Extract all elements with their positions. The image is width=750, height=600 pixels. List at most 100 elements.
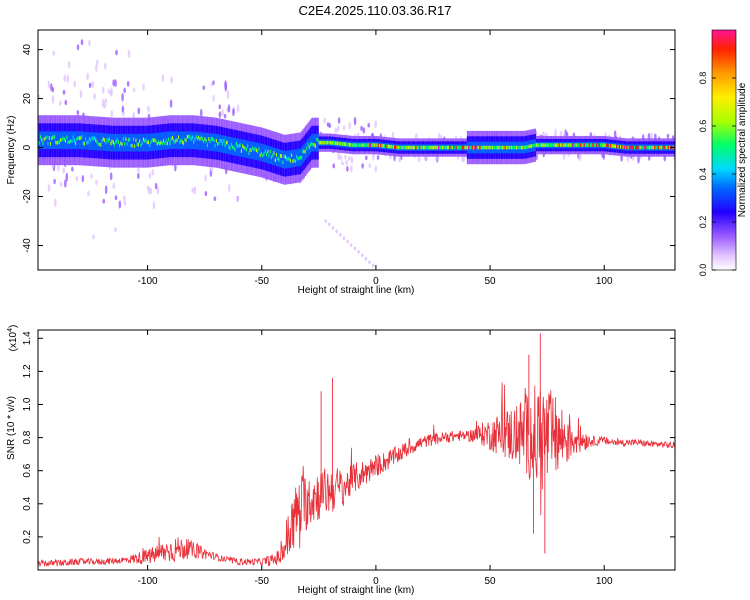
spectrogram-speckle [218,104,222,110]
snr-content [38,333,675,567]
spectrogram-core [75,141,77,146]
spectrogram-streak [328,222,331,227]
spectrogram-core [62,136,64,140]
spectrogram-core [219,138,221,143]
spectrogram-core [105,140,107,145]
spectrogram-core [515,145,518,150]
spectrogram-streak [339,232,342,237]
spectrogram-core [357,143,359,147]
spectrogram-band [313,133,315,152]
spectrogram-core [215,138,218,143]
spectrogram-core [205,138,207,143]
snr-y-tick-label: 0.2 [22,530,33,544]
snr-y-tick-label: 1.0 [22,397,33,411]
spectrogram-speckle [58,100,62,106]
spectrogram-speckle [336,125,340,132]
spectrogram-core [645,145,647,150]
spectrogram-band [254,142,256,160]
spectrogram-core [361,143,363,147]
spectrogram-core [471,145,474,150]
spectrogram-core [68,140,71,144]
spectrogram-core [608,143,611,148]
spectrogram-x-axis-label: Height of straight line (km) [298,285,415,296]
spectrogram-speckle [38,94,41,100]
spectrogram-band [108,133,111,152]
spectrogram-speckle [647,132,651,141]
colorbar-ticks: 0.0 0.2 0.4 0.6 0.8 [698,72,736,276]
spectrogram-band [214,133,216,152]
spectrogram-core [646,145,648,150]
spectrogram-band [130,133,132,152]
spectrogram-core [637,145,639,150]
spectrogram-core [509,145,511,150]
spectrogram-core [430,145,432,150]
spectrogram-band [213,133,215,152]
spectrogram-core [662,145,665,150]
spectrogram-core [661,145,663,150]
spectrogram-band [62,131,64,150]
spectrogram-core [348,142,351,147]
spectrogram-core [583,143,585,147]
spectrogram-core [39,135,42,139]
spectrogram-core [664,145,666,150]
spectrogram-core [317,138,319,142]
spectrogram-band [156,132,158,151]
spectrogram-core [161,141,164,146]
spectrogram-core [549,143,552,147]
colorbar-tick-label: 0.8 [698,72,708,85]
spectrogram-core [239,143,241,147]
spectrogram-core [58,140,61,145]
spectrogram-core [119,143,121,148]
spectrogram-band [66,131,68,150]
spectrogram-core [587,143,589,147]
spectrogram-core [331,141,333,145]
spectrogram-core [103,138,106,142]
spectrogram-speckle [86,72,89,81]
spectrogram-speckle [204,191,208,197]
spectrogram-band [293,149,295,168]
spectrogram-band [258,143,260,161]
spectrogram-core [545,143,548,147]
spectrogram-panel: -100 -50 0 50 100 -40 -20 0 20 40 Height of stra… [6,29,676,296]
spectrogram-core [603,143,606,147]
spectrogram-core [159,141,161,146]
spectrogram-core [566,143,568,147]
spectrogram-band [186,131,189,150]
spectrogram-band [91,132,93,150]
spectrogram-core [469,145,471,150]
spectrogram-core [620,145,622,149]
spectrogram-core [607,143,609,148]
spectrogram-band [72,131,74,150]
spectrogram-core [617,144,619,149]
spectrogram-band [262,143,264,162]
spectrogram-speckle [114,195,118,201]
spectrogram-speckle [103,62,107,70]
spectrogram-core [298,156,300,160]
spectrogram-core [499,145,501,150]
spectrogram-core [656,145,658,150]
spectrogram-core [635,145,637,150]
spectrogram-speckle [666,133,670,139]
spectrogram-core [70,139,72,144]
spectrogram-band [137,133,140,152]
spectrogram-speckle [52,50,56,56]
spectrogram-core [666,145,668,150]
spectrogram-core [238,144,240,148]
spectrogram-core [173,138,175,143]
spectrogram-core [422,145,425,150]
spectrogram-core [404,145,406,150]
spectrogram-core [519,145,521,150]
spectrogram-core [291,153,293,158]
spectrogram-streak [342,236,346,240]
spectrogram-core [478,145,480,150]
spectrogram-core [102,137,104,141]
snr-x-tick-label: -50 [255,576,270,587]
spectrogram-core [420,145,422,150]
spectrogram-core [657,145,660,150]
spectrogram-core [87,140,89,145]
spectrogram-core [324,140,327,145]
spectrogram-core [174,140,176,144]
spectrogram-core [101,139,103,143]
spectrogram-band [166,131,169,150]
spectrogram-core [199,137,201,142]
